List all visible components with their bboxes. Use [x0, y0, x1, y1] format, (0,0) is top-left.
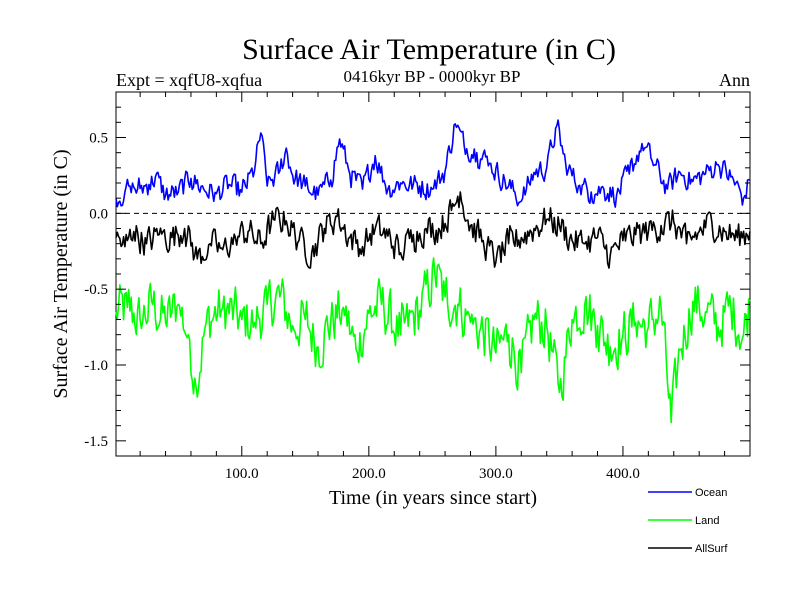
y-axis-label: Surface Air Temperature (in C): [50, 149, 72, 398]
y-tick-label: -1.5: [84, 434, 108, 450]
series-line-ocean: [115, 119, 751, 208]
x-tick-label: 300.0: [479, 466, 513, 482]
y-tick-label: -1.0: [84, 358, 108, 374]
chart-title: Surface Air Temperature (in C): [242, 33, 616, 66]
x-tick-label: 100.0: [225, 466, 259, 482]
chart-subtitle-left: Expt = xqfU8-xqfua: [116, 70, 262, 90]
y-tick-label: -0.5: [84, 282, 108, 298]
legend: Ocean Land AllSurf: [648, 487, 728, 555]
series-group: [115, 119, 751, 424]
x-tick-label: 400.0: [606, 466, 640, 482]
y-tick-label: 0.0: [89, 206, 108, 222]
x-tick-label: 200.0: [352, 466, 386, 482]
legend-label-land: Land: [695, 515, 719, 527]
ticks-group: [116, 92, 750, 456]
x-axis-label: Time (in years since start): [329, 487, 537, 509]
chart-subtitle-right: Ann: [719, 70, 750, 90]
legend-label-ocean: Ocean: [695, 487, 727, 499]
chart-subtitle-center: 0416kyr BP - 0000kyr BP: [344, 67, 521, 86]
tick-labels-group: 100.0 200.0 300.0 400.0 -1.5 -1.0 -0.5 0.0 0.5: [84, 131, 640, 483]
y-tick-label: 0.5: [89, 131, 108, 147]
legend-label-allsurf: AllSurf: [695, 543, 728, 555]
series-line-allsurf: [115, 191, 751, 269]
series-line-land: [115, 257, 751, 424]
plot-frame: [115, 91, 751, 457]
